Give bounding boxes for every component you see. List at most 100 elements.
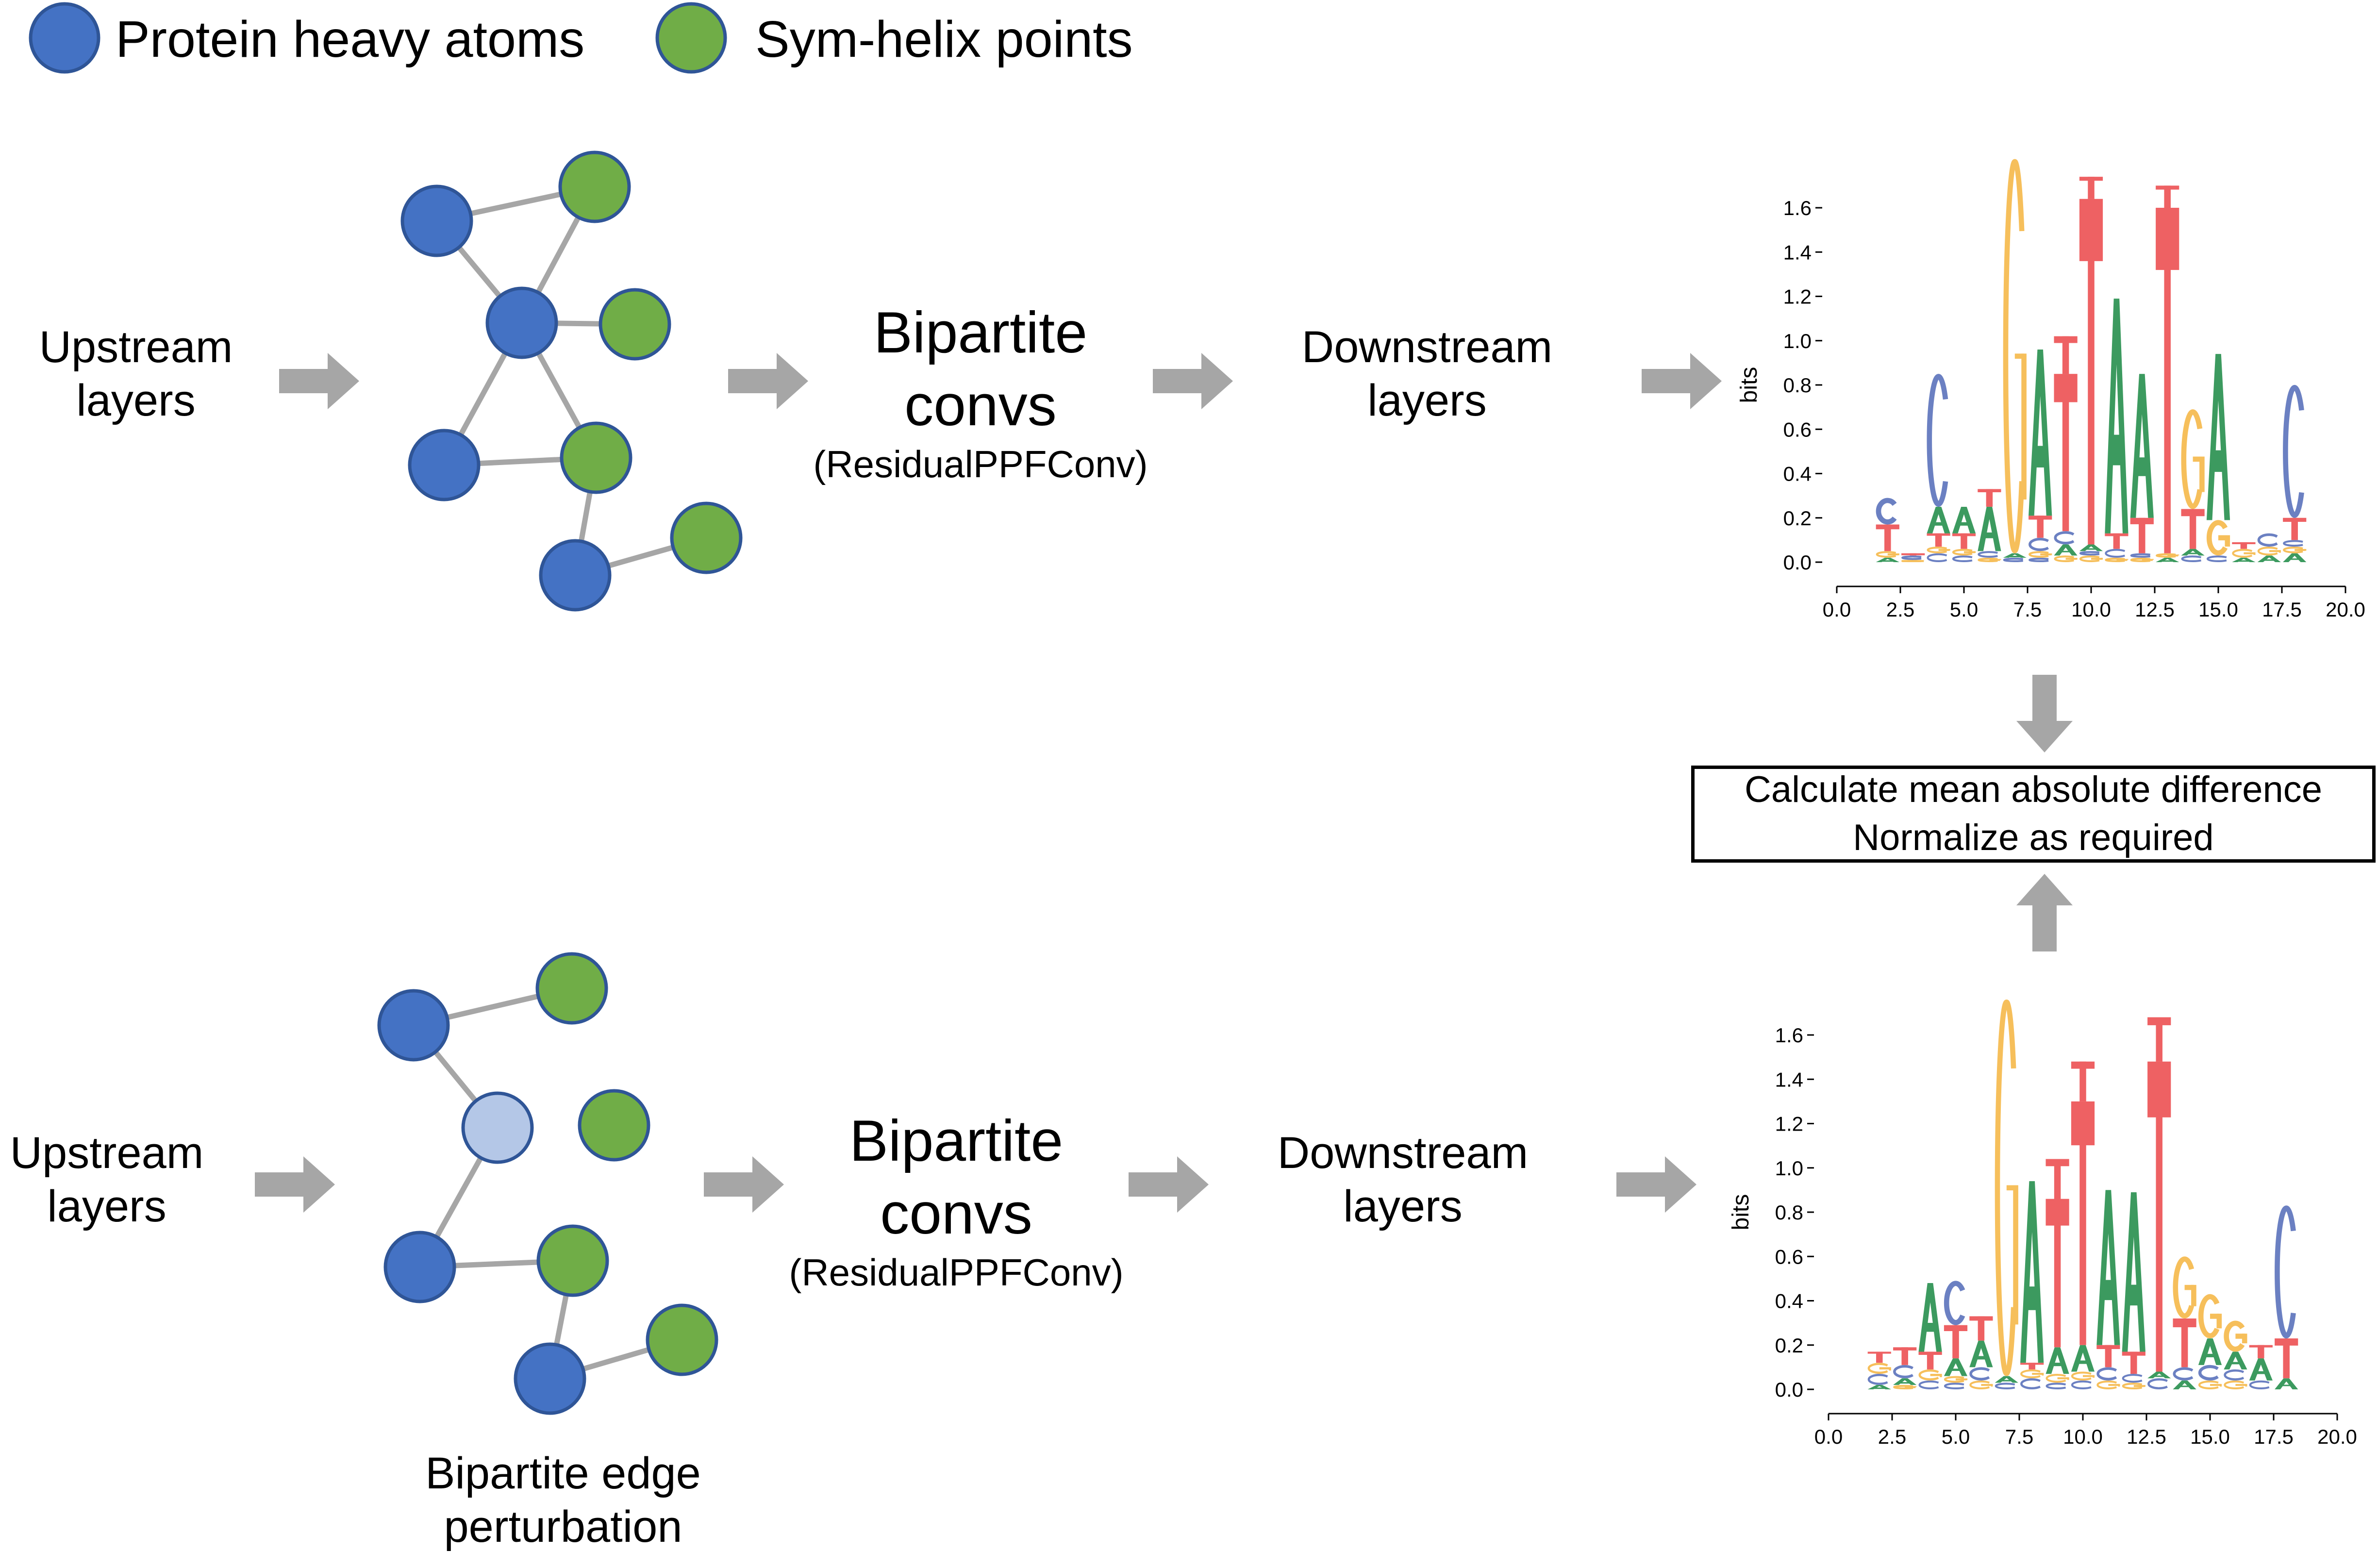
bottom-graph-perturbed-atom-node xyxy=(461,1091,534,1164)
logo-y-tick-label: 1.6 xyxy=(1775,1024,1803,1047)
logo-letter-g xyxy=(2304,549,2307,551)
logo-letter-t xyxy=(1876,1351,1883,1363)
logo-letter-g xyxy=(2167,554,2178,557)
logo-y-tick-label: 1.4 xyxy=(1775,1068,1803,1091)
logo-y-tick-label: 0.2 xyxy=(1775,1334,1803,1357)
logo-letter-t xyxy=(1935,533,1942,547)
logo-letter-a xyxy=(2052,1363,2063,1367)
logo-letter-c xyxy=(2147,1378,2168,1389)
logo-letter-c xyxy=(2071,1380,2092,1389)
top-bipartite-line2: convs xyxy=(904,373,1057,438)
logo-letter-c xyxy=(1901,555,1922,560)
logo-letter-a xyxy=(2187,552,2198,554)
logo-letter-a xyxy=(2206,354,2230,520)
logo-letter-g xyxy=(2071,1371,2092,1381)
logo-letter-t xyxy=(2113,533,2120,549)
logo-letter-t xyxy=(2079,1061,2086,1101)
logo-letter-a xyxy=(1874,1387,1885,1389)
bottom-upstream-line2: layers xyxy=(47,1182,166,1232)
logo-letter-a xyxy=(2136,457,2147,476)
logo-letter-a xyxy=(1918,1283,1942,1352)
logo-letter-t xyxy=(2079,1101,2086,1345)
logo-letter-c xyxy=(2079,551,2100,556)
logo-letter-g xyxy=(1956,1378,1967,1381)
logo-letter-a xyxy=(2027,1286,2038,1310)
logo-x-tick-label: 7.5 xyxy=(2005,1425,2033,1448)
logo-y-tick-label: 1.0 xyxy=(1783,330,1812,352)
logo-letter-g xyxy=(2283,547,2303,553)
bottom-graph-protein-atom-node xyxy=(514,1342,586,1415)
logo-letter-g xyxy=(1918,1369,1939,1381)
logo-y-tick-label: 1.0 xyxy=(1775,1157,1803,1180)
comparison-line2: Normalize as required xyxy=(1853,817,2214,858)
logo-letter-g xyxy=(2269,550,2280,552)
logo-letter-g xyxy=(1995,1000,2016,1376)
perturbation-caption: Bipartite edge perturbation xyxy=(393,1447,733,1554)
logo-letter-a xyxy=(2071,1345,2095,1372)
logo-letter-g xyxy=(2198,1294,2220,1339)
logo-letter-a xyxy=(2077,1360,2089,1364)
logo-letter-c xyxy=(2054,531,2075,545)
logo-letter-g xyxy=(1913,560,1924,562)
logo-letter-g xyxy=(2042,1373,2044,1376)
logo-letter-a xyxy=(2060,550,2071,552)
logo-letter-a xyxy=(2224,1351,2247,1369)
bottom-upstream-line1: Upstream xyxy=(10,1128,204,1178)
logo-letter-a xyxy=(2029,350,2052,516)
logo-letter-g xyxy=(2105,557,2125,562)
bottom-bipartite-sub: (ResidualPPFConv) xyxy=(789,1251,1124,1294)
logo-letter-t xyxy=(1986,489,1993,507)
logo-letter-g xyxy=(2216,1314,2222,1329)
logo-letter-c xyxy=(2249,1380,2270,1389)
bottom-graph-sym-helix-node xyxy=(535,952,608,1025)
logo-letter-g xyxy=(1867,1363,1888,1374)
arrow-right-icon xyxy=(1129,1156,1209,1213)
logo-letter-c xyxy=(2275,1205,2296,1338)
logo-letter-c xyxy=(2020,1378,2041,1389)
logo-letter-g xyxy=(2193,456,2202,462)
logo-letter-g xyxy=(1927,547,1947,553)
logo-letter-c xyxy=(2181,555,2202,562)
arrow-down-icon xyxy=(2016,675,2073,752)
logo-letter-g xyxy=(2079,555,2100,562)
bottom-graph-sym-helix-node xyxy=(646,1303,718,1376)
bottom-graph-sym-helix-node xyxy=(536,1224,609,1297)
logo-letter-t xyxy=(2164,208,2171,553)
logo-letter-t xyxy=(2258,1345,2264,1359)
logo-letter-g xyxy=(1978,557,1998,562)
logo-x-tick-label: 0.0 xyxy=(1814,1425,1843,1448)
logo-letter-a xyxy=(2156,557,2179,562)
logo-letter-a xyxy=(2009,556,2020,558)
logo-x-tick-label: 12.5 xyxy=(2127,1425,2166,1448)
logo-letter-g xyxy=(2244,552,2255,554)
logo-letter-t xyxy=(2088,199,2095,545)
logo-letter-a xyxy=(2204,1353,2216,1357)
logo-letter-g xyxy=(2181,409,2203,509)
logo-letter-a xyxy=(2079,544,2103,551)
logo-letter-a xyxy=(2198,1338,2222,1365)
logo-letter-g xyxy=(2003,159,2025,553)
logo-letter-g xyxy=(1876,551,1896,558)
arrow-right-icon xyxy=(279,353,359,409)
logo-letter-a xyxy=(2035,446,2046,467)
logo-letter-g xyxy=(2014,353,2024,359)
logo-letter-g xyxy=(2173,1256,2195,1318)
logo-letter-g xyxy=(2108,1384,2119,1386)
logo-letter-a xyxy=(1944,1358,1968,1376)
logo-letter-g xyxy=(2151,559,2154,560)
logo-x-tick-label: 20.0 xyxy=(2326,598,2365,621)
logo-letter-g xyxy=(2235,1384,2246,1386)
logo-letter-g xyxy=(1893,1385,1913,1389)
logo-letter-t xyxy=(2037,516,2044,538)
logo-y-axis-label: bits xyxy=(1728,1194,1754,1231)
logo-letter-g xyxy=(2245,1384,2247,1387)
logo-letter-a xyxy=(2111,434,2122,466)
logo-letter-c xyxy=(1995,1383,2015,1389)
logo-letter-g xyxy=(2029,551,2049,558)
logo-letter-g xyxy=(2257,547,2278,556)
logo-x-tick-label: 7.5 xyxy=(2013,598,2042,621)
logo-letter-g xyxy=(1905,1386,1916,1388)
logo-letter-c xyxy=(1893,1365,1913,1379)
